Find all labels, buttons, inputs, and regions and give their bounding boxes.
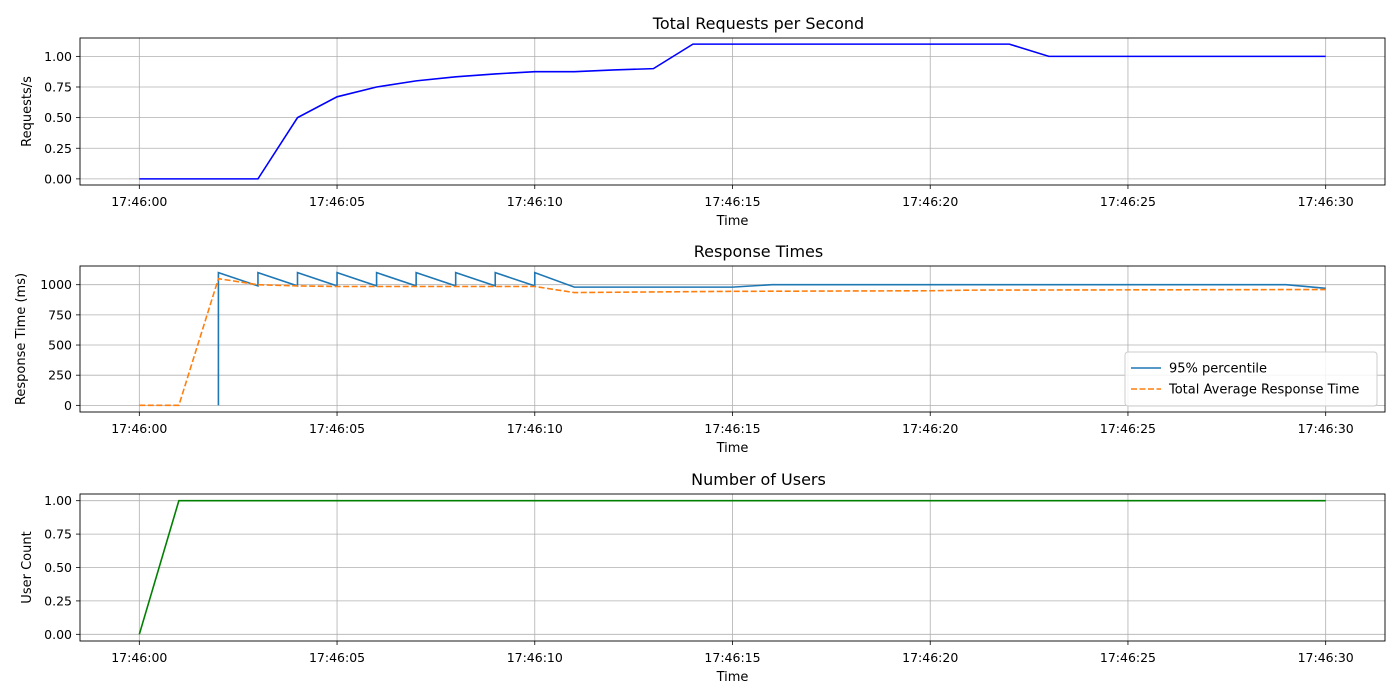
- y-tick-label: 750: [48, 307, 72, 322]
- plot-frame: [79, 493, 1386, 642]
- x-tick-label: 17:46:30: [1298, 421, 1354, 436]
- x-tick-label: 17:46:20: [902, 194, 958, 209]
- y-axis-label: User Count: [20, 531, 35, 603]
- plot-frame: [79, 265, 1386, 413]
- legend: 95% percentile Total Average Response Tim…: [1124, 351, 1378, 407]
- series-line-1: [217, 271, 1326, 406]
- x-tick-label: 17:46:25: [1100, 421, 1156, 436]
- x-tick-label: 17:46:00: [111, 194, 167, 209]
- chart-title: Response Times: [694, 242, 823, 261]
- chart-3: 17:46:00 17:46:05 17:46:10 17:46:15 17:46:20…: [20, 470, 1386, 685]
- chart-title: Number of Users: [691, 470, 826, 489]
- y-tick-label: 1.00: [44, 49, 72, 64]
- x-tick-label: 17:46:10: [507, 421, 563, 436]
- x-tick-label: 17:46:20: [902, 650, 958, 665]
- x-tick-label: 17:46:05: [309, 650, 365, 665]
- x-tick-label: 17:46:15: [704, 650, 760, 665]
- y-tick-label: 0.75: [44, 527, 72, 542]
- series-line-2: [139, 277, 1326, 407]
- y-axis-label: Response Time (ms): [14, 273, 29, 405]
- legend-label: 95% percentile: [1169, 362, 1267, 377]
- y-tick-label: 1.00: [44, 493, 72, 508]
- x-tick-label: 17:46:15: [704, 421, 760, 436]
- chart-1: 17:46:00 17:46:05 17:46:10 17:46:15 17:46:20…: [20, 14, 1386, 229]
- chart-title: Total Requests per Second: [652, 14, 864, 33]
- y-tick-label: 0.75: [44, 80, 72, 95]
- x-tick-label: 17:46:30: [1298, 650, 1354, 665]
- chart-2: 17:46:00 17:46:05 17:46:10 17:46:15 17:46:20…: [14, 242, 1386, 456]
- series-line-1: [139, 43, 1326, 180]
- y-tick-label: 0.25: [44, 141, 72, 156]
- x-tick-label: 17:46:00: [111, 421, 167, 436]
- y-tick-label: 0.25: [44, 593, 72, 608]
- y-tick-label: 0.50: [44, 110, 72, 125]
- x-tick-label: 17:46:05: [309, 194, 365, 209]
- x-tick-label: 17:46:30: [1298, 194, 1354, 209]
- y-tick-label: 1000: [40, 277, 72, 292]
- x-tick-label: 17:46:00: [111, 650, 167, 665]
- x-tick-label: 17:46:20: [902, 421, 958, 436]
- x-tick-label: 17:46:05: [309, 421, 365, 436]
- x-tick-label: 17:46:10: [507, 194, 563, 209]
- x-axis-label: Time: [716, 441, 749, 456]
- y-tick-label: 0.00: [44, 171, 72, 186]
- legend-box: [1124, 351, 1378, 407]
- plot-frame: [79, 37, 1386, 186]
- x-axis-label: Time: [716, 214, 749, 229]
- x-tick-label: 17:46:25: [1100, 650, 1156, 665]
- y-tick-label: 0.50: [44, 560, 72, 575]
- y-tick-label: 0: [64, 398, 72, 413]
- y-tick-label: 500: [48, 338, 72, 353]
- legend-label: Total Average Response Time: [1168, 383, 1359, 398]
- y-tick-label: 250: [48, 368, 72, 383]
- y-tick-label: 0.00: [44, 627, 72, 642]
- series-line-1: [138, 499, 1326, 635]
- x-tick-label: 17:46:10: [507, 650, 563, 665]
- y-axis-label: Requests/s: [20, 76, 35, 147]
- x-tick-label: 17:46:15: [704, 194, 760, 209]
- x-tick-label: 17:46:25: [1100, 194, 1156, 209]
- x-axis-label: Time: [716, 670, 749, 685]
